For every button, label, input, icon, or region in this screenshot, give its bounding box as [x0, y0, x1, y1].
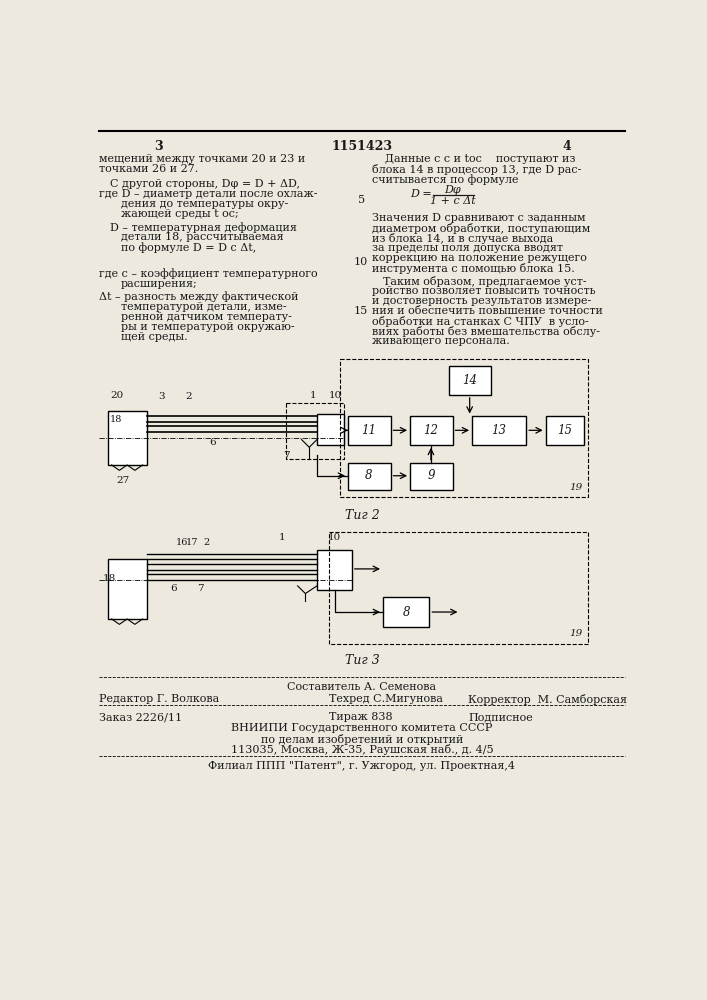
- Text: 2: 2: [186, 392, 192, 401]
- Text: мещений между точками 20 и 23 и: мещений между точками 20 и 23 и: [99, 154, 305, 164]
- Text: Τиг 2: Τиг 2: [344, 509, 380, 522]
- Text: живающего персонала.: живающего персонала.: [372, 336, 510, 346]
- Text: 1151423: 1151423: [332, 140, 392, 153]
- Text: Филиал ППП "Патент", г. Ужгород, ул. Проектная,4: Филиал ППП "Патент", г. Ужгород, ул. Про…: [209, 761, 515, 771]
- Text: Корректор  М. Самборская: Корректор М. Самборская: [468, 694, 627, 705]
- Text: ВНИИПИ Государственного комитета СССР: ВНИИПИ Государственного комитета СССР: [231, 723, 493, 733]
- Bar: [410, 416, 452, 445]
- Text: 12: 12: [423, 424, 438, 437]
- Text: Значения D сравнивают с заданным: Значения D сравнивают с заданным: [372, 213, 585, 223]
- Text: 14: 14: [462, 374, 477, 387]
- Text: 4: 4: [562, 140, 571, 153]
- Bar: [107, 411, 146, 465]
- Text: 17: 17: [186, 538, 199, 547]
- Text: ния и обеспечить повышение точности: ния и обеспечить повышение точности: [372, 306, 603, 316]
- Text: блока 14 в процессор 13, где D рас-: блока 14 в процессор 13, где D рас-: [372, 164, 581, 175]
- Text: С другой стороны, Dφ = D + ΔD,: С другой стороны, Dφ = D + ΔD,: [110, 179, 300, 189]
- Text: Τиг 3: Τиг 3: [344, 654, 380, 667]
- Text: жающей среды t ос;: жающей среды t ос;: [121, 209, 239, 219]
- Text: где с – коэффициент температурного: где с – коэффициент температурного: [99, 269, 318, 279]
- Text: 20: 20: [110, 391, 123, 400]
- Text: Δt – разность между фактической: Δt – разность между фактической: [99, 292, 299, 302]
- Text: 27: 27: [117, 476, 130, 485]
- Text: 7: 7: [197, 584, 204, 593]
- Text: 5: 5: [358, 195, 365, 205]
- Text: Данные с с и tос    поступают из: Данные с с и tос поступают из: [385, 154, 575, 164]
- Text: 19: 19: [570, 483, 583, 492]
- Bar: [348, 416, 391, 445]
- Text: ры и температурой окружаю-: ры и температурой окружаю-: [121, 322, 295, 332]
- Text: 1 + c Δt: 1 + c Δt: [430, 196, 476, 206]
- Text: 8: 8: [366, 469, 373, 482]
- Bar: [317, 550, 352, 590]
- Text: температурой детали, изме-: температурой детали, изме-: [121, 302, 286, 312]
- Text: 2: 2: [203, 538, 209, 547]
- Bar: [449, 366, 491, 395]
- Text: 13: 13: [491, 424, 507, 437]
- Bar: [317, 414, 344, 445]
- Text: обработки на станках С ЧПУ  в усло-: обработки на станках С ЧПУ в усло-: [372, 316, 589, 327]
- Text: 9: 9: [427, 469, 435, 482]
- Bar: [410, 463, 452, 490]
- Text: 3: 3: [158, 392, 165, 401]
- Text: считывается по формуле: считывается по формуле: [372, 174, 518, 185]
- Text: Подписное: Подписное: [468, 712, 533, 722]
- Text: расширения;: расширения;: [121, 279, 198, 289]
- Text: 15: 15: [354, 306, 368, 316]
- Text: детали 18, рассчитываемая: детали 18, рассчитываемая: [121, 232, 284, 242]
- Text: щей среды.: щей среды.: [121, 332, 187, 342]
- Text: 8: 8: [402, 606, 410, 619]
- Text: ренной датчиком температу-: ренной датчиком температу-: [121, 312, 292, 322]
- Text: виях работы без вмешательства обслу-: виях работы без вмешательства обслу-: [372, 326, 600, 337]
- Text: D – температурная деформация: D – температурная деформация: [110, 222, 297, 233]
- Text: по делам изобретений и открытий: по делам изобретений и открытий: [261, 734, 463, 745]
- Text: Dφ: Dφ: [444, 185, 461, 195]
- Text: 1: 1: [310, 391, 317, 400]
- Text: 113035, Москва, Ж-35, Раушская наб., д. 4/5: 113035, Москва, Ж-35, Раушская наб., д. …: [230, 744, 493, 755]
- Text: Таким образом, предлагаемое уст-: Таким образом, предлагаемое уст-: [383, 276, 587, 287]
- Text: ройство позволяет повысить точность: ройство позволяет повысить точность: [372, 286, 596, 296]
- Text: 6: 6: [209, 438, 216, 447]
- Text: Заказ 2226/11: Заказ 2226/11: [99, 712, 182, 722]
- Text: 18: 18: [110, 415, 122, 424]
- Text: D =: D =: [410, 189, 432, 199]
- Text: 10: 10: [328, 533, 341, 542]
- Text: Тираж 838: Тираж 838: [329, 712, 392, 722]
- Text: Редактор Г. Волкова: Редактор Г. Волкова: [99, 694, 219, 704]
- Text: 3: 3: [154, 140, 163, 153]
- Bar: [546, 416, 585, 445]
- Text: 10: 10: [329, 391, 342, 400]
- Text: Составитель А. Семенова: Составитель А. Семенова: [287, 682, 436, 692]
- Text: 15: 15: [558, 424, 573, 437]
- Text: точками 26 и 27.: точками 26 и 27.: [99, 164, 199, 174]
- Bar: [348, 463, 391, 490]
- Text: дения до температуры окру-: дения до температуры окру-: [121, 199, 288, 209]
- Bar: [383, 597, 429, 627]
- Text: 11: 11: [361, 424, 376, 437]
- Text: 19: 19: [570, 629, 583, 638]
- Text: из блока 14, и в случае выхода: из блока 14, и в случае выхода: [372, 233, 554, 244]
- Text: где D – диаметр детали после охлаж-: где D – диаметр детали после охлаж-: [99, 189, 317, 199]
- Text: диаметром обработки, поступающим: диаметром обработки, поступающим: [372, 223, 590, 234]
- Text: по формуле D = D c Δt,: по формуле D = D c Δt,: [121, 242, 256, 253]
- Text: 1: 1: [279, 533, 286, 542]
- Text: 16: 16: [176, 538, 188, 547]
- Text: Техред С.Мигунова: Техред С.Мигунова: [329, 694, 443, 704]
- Text: и достоверность результатов измере-: и достоверность результатов измере-: [372, 296, 591, 306]
- Text: коррекцию на положение режущего: коррекцию на положение режущего: [372, 253, 587, 263]
- Bar: [107, 559, 146, 619]
- Text: за пределы поля допуска вводят: за пределы поля допуска вводят: [372, 243, 563, 253]
- Text: инструмента с помощью блока 15.: инструмента с помощью блока 15.: [372, 263, 575, 274]
- Bar: [472, 416, 526, 445]
- Text: 18: 18: [103, 574, 115, 583]
- Text: 7: 7: [283, 451, 289, 460]
- Text: 10: 10: [354, 257, 368, 267]
- Text: 6: 6: [170, 584, 177, 593]
